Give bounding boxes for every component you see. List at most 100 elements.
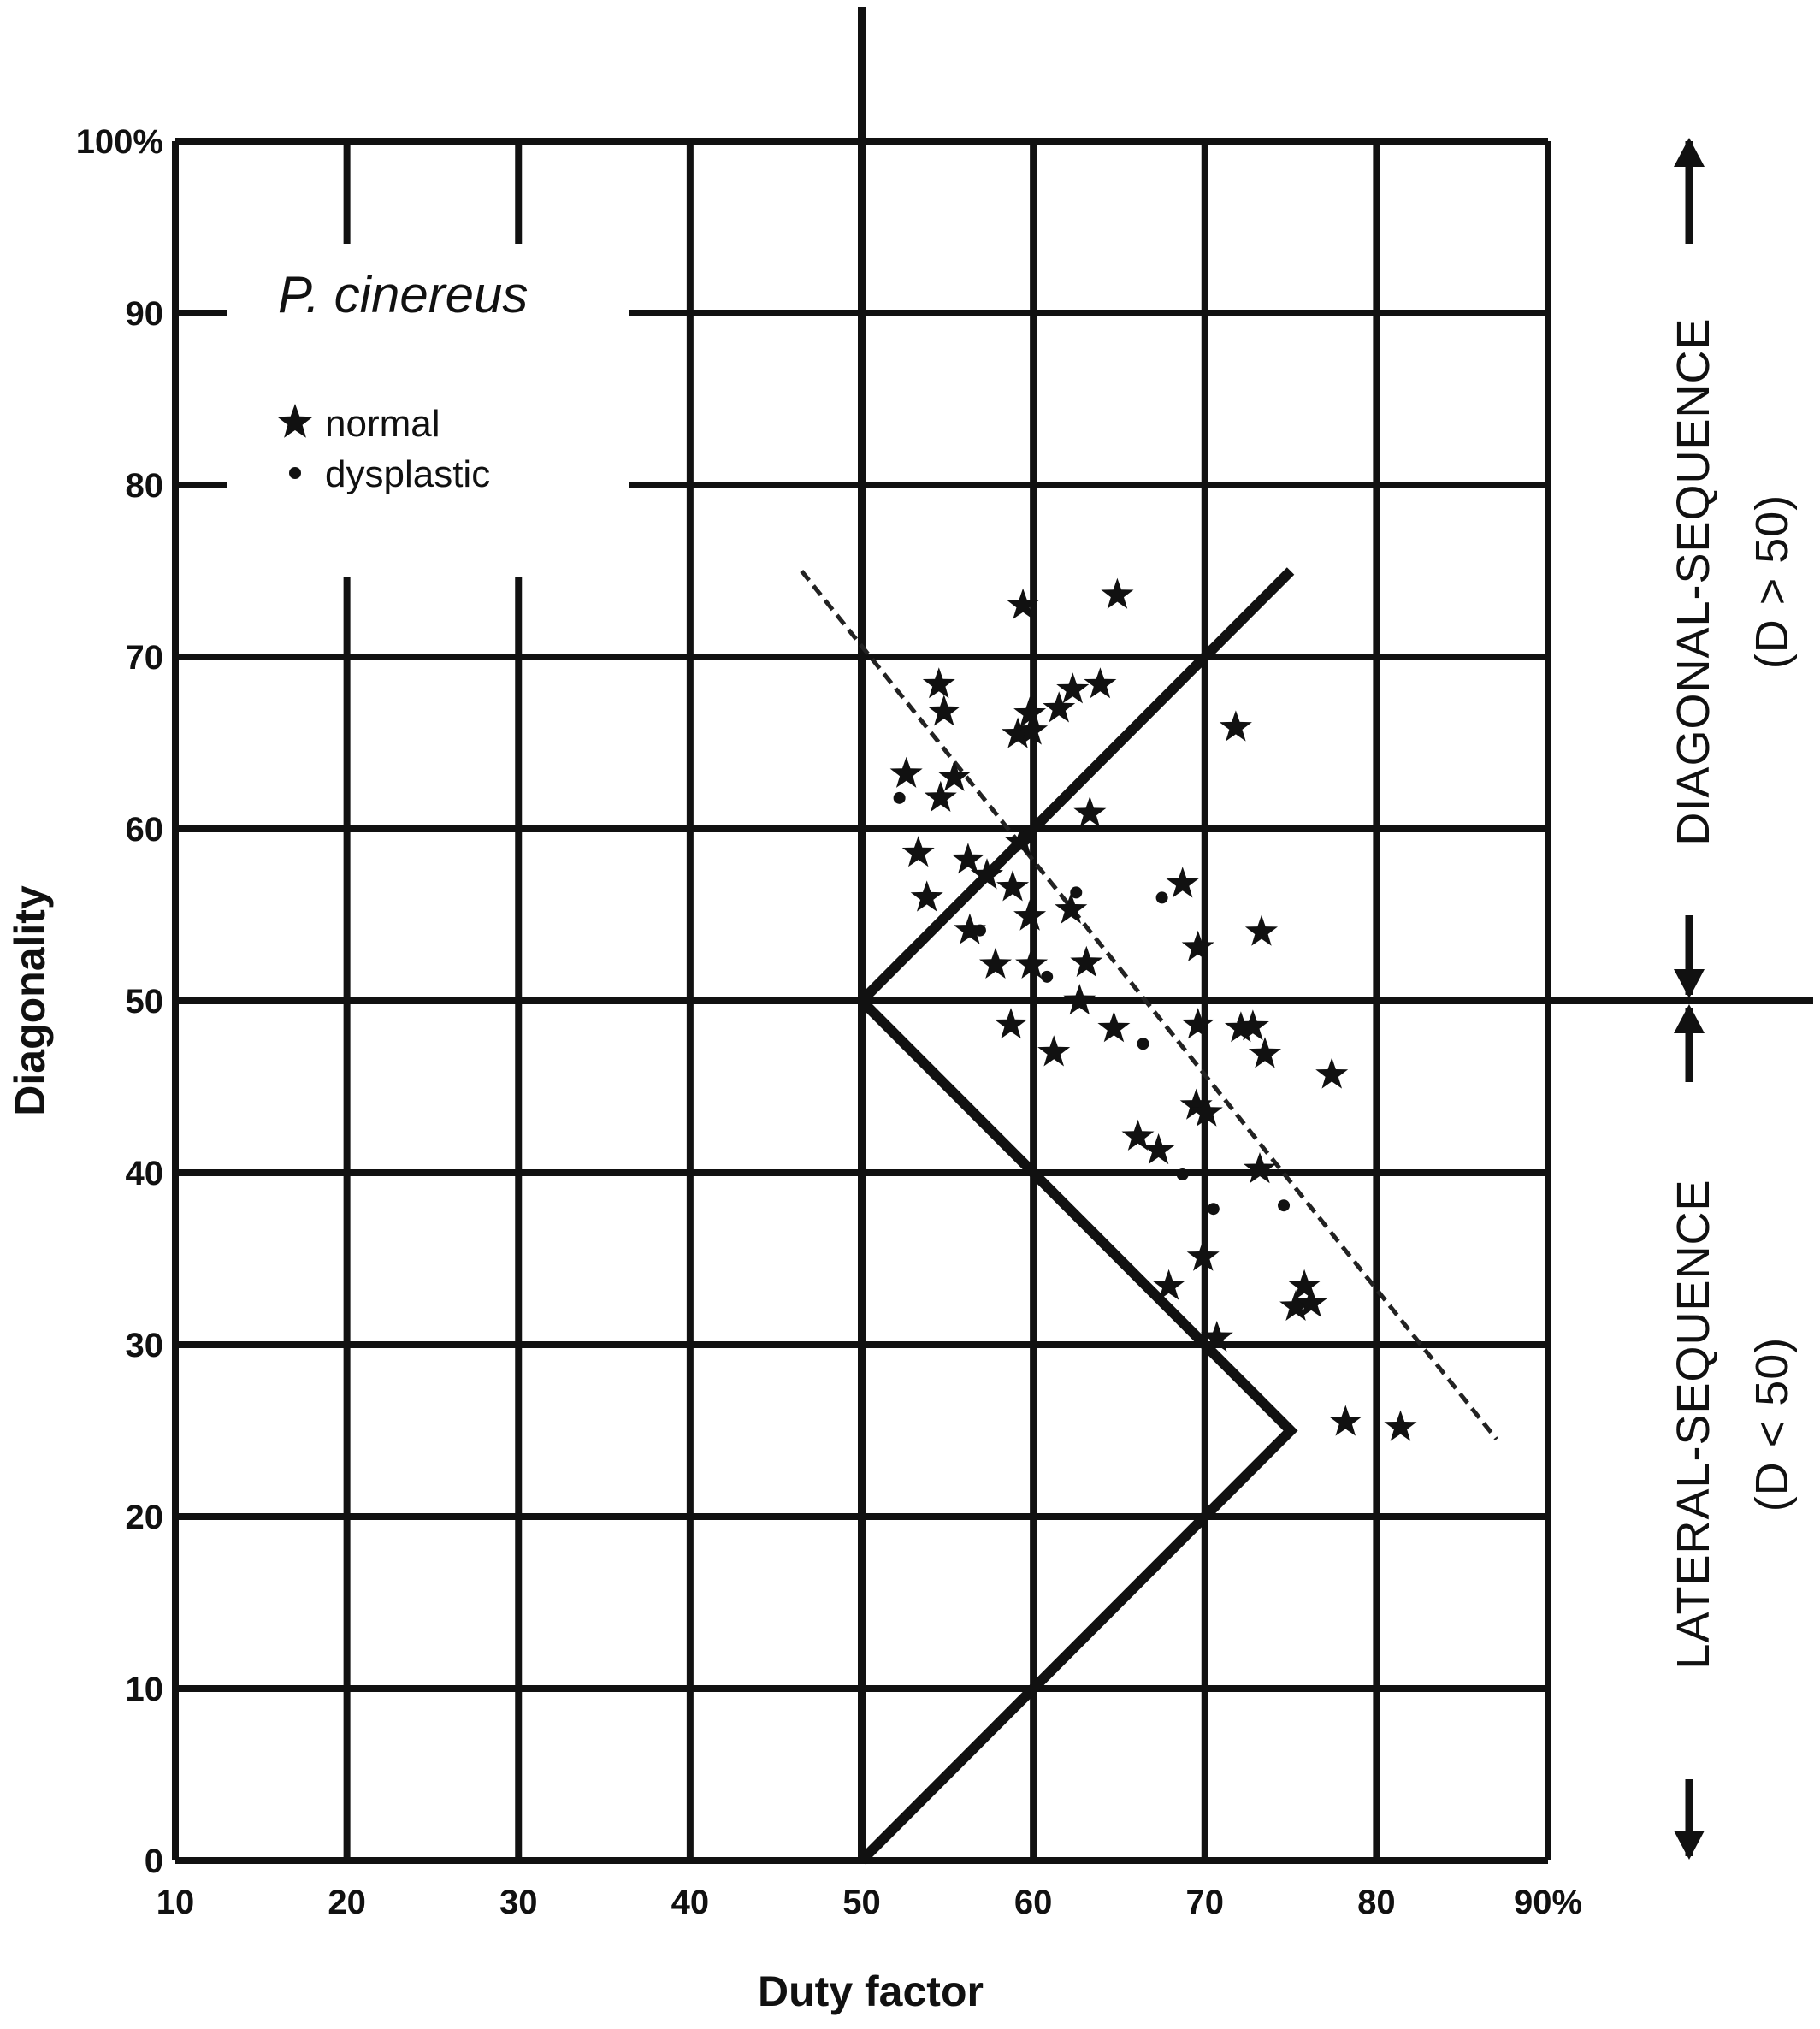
x-tick-label: 40: [671, 1884, 710, 1921]
data-point-normal: [910, 880, 943, 912]
y-tick-label: 40: [126, 1155, 164, 1192]
data-point-normal: [1015, 947, 1049, 979]
direction-arrows: [1674, 138, 1705, 1860]
data-point-dysplastic: [1207, 1203, 1220, 1216]
y-tick-label: 50: [126, 983, 164, 1020]
data-point-normal: [1295, 1286, 1328, 1317]
data-point-normal: [1200, 1321, 1233, 1352]
data-point-normal: [1142, 1133, 1175, 1165]
upper-region-sublabel: (D > 50): [1746, 494, 1798, 670]
data-point-normal: [1101, 577, 1134, 609]
data-point-normal: [1007, 588, 1040, 619]
data-point-normal: [953, 913, 986, 944]
data-point-dysplastic: [1137, 1038, 1149, 1050]
data-point-normal: [996, 870, 1030, 902]
data-point-normal: [1070, 945, 1103, 977]
x-tick-label: 50: [842, 1884, 881, 1921]
regression-dashed-line: [800, 569, 1498, 1441]
data-point-normal: [937, 760, 971, 791]
data-point-normal: [1037, 1035, 1071, 1067]
x-tick-label: 20: [328, 1884, 366, 1921]
x-axis-label: Duty factor: [758, 1967, 984, 2015]
reference-lines: [175, 7, 1813, 1865]
y-tick-label: 70: [126, 639, 164, 677]
data-point-normal: [901, 836, 935, 867]
data-point-normal: [1329, 1405, 1362, 1436]
data-points: [889, 577, 1417, 1441]
y-tick-label: 10: [126, 1671, 164, 1708]
data-point-dysplastic: [893, 791, 906, 804]
data-point-normal: [1315, 1057, 1349, 1089]
data-point-normal: [1244, 914, 1278, 946]
data-point-dysplastic: [1155, 891, 1168, 904]
y-tick-label: 90: [126, 295, 164, 333]
y-tick-label: 30: [126, 1327, 164, 1364]
data-point-normal: [1190, 1095, 1223, 1127]
data-point-normal: [927, 695, 960, 726]
x-tick-label: 10: [157, 1884, 195, 1921]
data-point-normal: [1043, 691, 1076, 723]
data-point-normal: [951, 843, 984, 874]
y-tick-label: 100%: [76, 123, 163, 161]
y-axis-label: Diagonality: [6, 885, 54, 1116]
y-tick-label: 60: [126, 811, 164, 849]
data-point-normal: [995, 1008, 1028, 1039]
legend: P. cinereus normal dysplastic: [227, 244, 629, 577]
data-point-normal: [1181, 1008, 1214, 1039]
data-point-normal: [1166, 867, 1199, 898]
data-point-dysplastic: [1176, 1168, 1189, 1181]
data-point-normal: [1181, 930, 1214, 961]
gait-sequence-annotation: DIAGONAL-SEQUENCE (D > 50) LATERAL-SEQUE…: [1668, 138, 1798, 1860]
data-point-normal: [1015, 713, 1049, 745]
tick-labels: 10 20 30 40 50 60 70 80 90% 0 10 20 30 40 50 60 70 80 90 10…: [76, 123, 1582, 1921]
data-point-normal: [1005, 825, 1038, 857]
data-point-normal: [1063, 984, 1096, 1015]
zigzag-boundary-line: [854, 567, 1298, 1865]
data-point-normal: [1097, 1011, 1131, 1043]
upper-down-arrow-head: [1674, 969, 1705, 998]
data-point-normal: [1384, 1410, 1417, 1441]
y-tick-label: 0: [145, 1843, 163, 1880]
data-point-normal: [1013, 696, 1047, 728]
x-tick-label: 90%: [1514, 1884, 1582, 1921]
data-point-normal: [1073, 796, 1107, 828]
y-tick-label: 80: [126, 467, 164, 505]
data-point-normal: [1279, 1289, 1313, 1321]
lower-down-arrow-head: [1674, 1831, 1705, 1860]
data-point-normal: [979, 947, 1012, 979]
lower-region-sublabel: (D < 50): [1746, 1337, 1798, 1512]
data-point-dysplastic: [973, 924, 986, 937]
data-point-normal: [1186, 1239, 1220, 1271]
data-point-normal: [1288, 1269, 1321, 1300]
data-point-normal: [889, 756, 923, 788]
lower-region-label: LATERAL-SEQUENCE: [1668, 1179, 1719, 1669]
legend-label-normal: normal: [325, 403, 440, 445]
data-point-normal: [970, 858, 1003, 890]
data-point-dysplastic: [1278, 1199, 1291, 1212]
data-point-dysplastic: [1070, 886, 1083, 899]
data-point-normal: [1013, 899, 1047, 931]
data-point-normal: [1248, 1037, 1281, 1068]
data-point-normal: [1055, 892, 1088, 924]
upper-up-arrow-head: [1674, 138, 1705, 167]
data-point-normal: [924, 780, 957, 812]
x-tick-label: 30: [499, 1884, 538, 1921]
y-tick-label: 20: [126, 1499, 164, 1536]
lower-up-arrow-head: [1674, 1004, 1705, 1033]
data-point-normal: [1179, 1088, 1213, 1120]
x-tick-label: 80: [1357, 1884, 1396, 1921]
data-point-normal: [1002, 717, 1035, 748]
legend-label-dysplastic: dysplastic: [325, 453, 490, 495]
x-tick-label: 60: [1014, 1884, 1053, 1921]
x-tick-label: 70: [1186, 1884, 1225, 1921]
legend-title: P. cinereus: [278, 266, 528, 323]
data-point-normal: [1121, 1119, 1155, 1151]
data-point-normal: [1219, 710, 1252, 742]
legend-star-icon: [277, 404, 313, 438]
data-point-normal: [1224, 1011, 1257, 1043]
data-point-normal: [1243, 1152, 1276, 1184]
data-point-dysplastic: [1041, 970, 1054, 983]
legend-dot-icon: [289, 467, 301, 479]
upper-region-label: DIAGONAL-SEQUENCE: [1668, 317, 1719, 845]
